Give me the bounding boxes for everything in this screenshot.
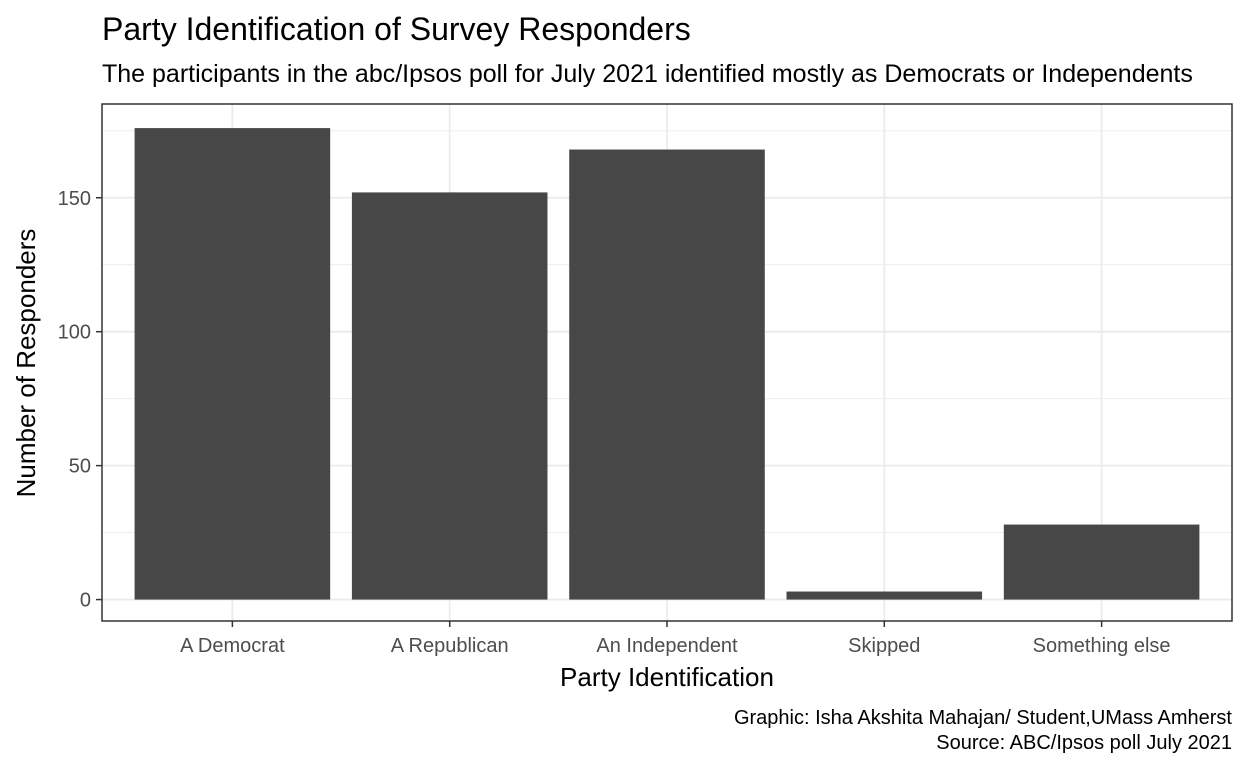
- x-tick-label: An Independent: [596, 635, 738, 657]
- y-tick-label: 100: [58, 322, 91, 344]
- y-tick-label: 50: [69, 456, 91, 478]
- bar-an-independent: [569, 149, 765, 600]
- y-tick-label: 0: [80, 590, 91, 612]
- bar-a-republican: [351, 192, 548, 600]
- y-axis-ticks: 0 50 100 150: [58, 188, 102, 612]
- x-tick-label: Something else: [1033, 635, 1171, 657]
- bar-something-else: [1003, 524, 1200, 600]
- y-axis-title: Number of Responders: [11, 229, 41, 498]
- x-axis-ticks: A Democrat A Republican An Independent Skip…: [180, 621, 1171, 657]
- bar-skipped: [786, 591, 983, 600]
- x-tick-label: A Republican: [391, 635, 509, 657]
- x-tick-label: A Democrat: [180, 635, 285, 657]
- y-tick-label: 150: [58, 188, 91, 210]
- bars: [134, 128, 1200, 600]
- bar-a-democrat: [134, 128, 331, 600]
- chart-title: Party Identification of Survey Responder…: [102, 11, 691, 47]
- caption-source: Source: ABC/Ipsos poll July 2021: [936, 732, 1232, 754]
- x-tick-label: Skipped: [848, 635, 920, 657]
- chart-subtitle: The participants in the abc/Ipsos poll f…: [102, 60, 1193, 88]
- caption-graphic-credit: Graphic: Isha Akshita Mahajan/ Student,U…: [734, 707, 1232, 729]
- x-axis-title: Party Identification: [560, 662, 774, 692]
